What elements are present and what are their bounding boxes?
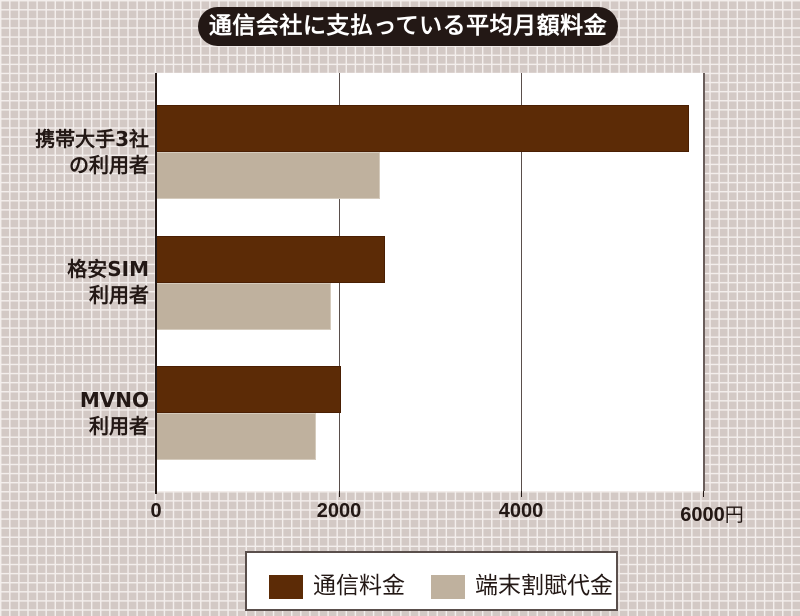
x-tick-label: 4000 [498,500,544,522]
category-label-mvno: MVNO 利用者 [80,387,149,439]
category-label-carrier3: 携帯大手3社 の利用者 [35,126,149,178]
category-line: MVNO [79,388,149,412]
x-tick-label: 2000 [316,500,362,522]
x-tick [521,491,522,497]
legend-swatch-comm [269,575,303,599]
y-axis [155,73,157,494]
bar-device-carrier3 [157,152,380,199]
x-axis-unit: 円 [724,505,744,526]
x-tick-value: 6000 [680,504,725,526]
bar-comm-sim [157,236,385,283]
bar-comm-carrier3 [157,105,689,152]
x-tick-label: 0 [150,500,162,522]
bar-device-mvno [157,413,316,460]
x-tick-label-last: 6000円 [680,500,744,527]
bar-comm-mvno [157,366,341,413]
legend-swatch-device [431,575,465,599]
x-tick [703,491,704,497]
category-label-sim: 格安SIM 利用者 [67,256,149,308]
legend-label-comm: 通信料金 [313,573,405,599]
bar-device-sim [157,283,331,330]
category-line: 利用者 [89,283,149,307]
category-line: 利用者 [89,414,149,438]
legend: 通信料金 端末割賦代金 [245,551,618,611]
chart-title: 通信会社に支払っている平均月額料金 [198,7,618,46]
x-tick [339,491,340,497]
gridline-4000 [521,73,522,491]
category-line: 携帯大手3社 [35,127,149,151]
legend-label-device: 端末割賦代金 [475,573,613,599]
category-line: の利用者 [69,153,149,177]
category-line: 格安SIM [67,257,149,281]
